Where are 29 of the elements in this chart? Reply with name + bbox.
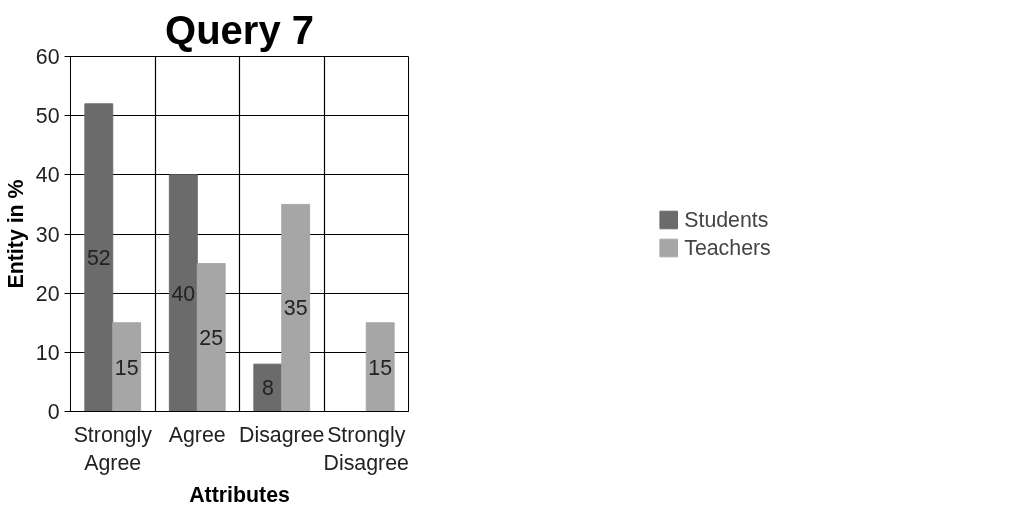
data-label: 52 (86, 246, 111, 271)
y-tick-label: 10 (35, 340, 60, 365)
bar (168, 174, 198, 412)
bar (112, 322, 142, 412)
data-label: 15 (114, 355, 139, 380)
y-tick-label: 60 (35, 45, 60, 69)
bar (84, 103, 114, 412)
data-label: 15 (368, 355, 393, 380)
data-label: 8 (261, 376, 274, 401)
legend-label: Teachers (684, 235, 771, 260)
x-tick-label: Strongly Agree (73, 422, 153, 476)
data-label: 25 (199, 326, 224, 351)
data-label: 40 (171, 281, 196, 306)
x-tick-label: Disagree (239, 422, 325, 447)
bar (281, 203, 311, 412)
x-tick-label: Agree (168, 422, 226, 447)
y-tick-label: 20 (35, 281, 60, 306)
y-tick-label: 50 (35, 104, 60, 129)
x-tick-label: Strongly Disagree (323, 422, 409, 476)
legend-label: Students (684, 207, 769, 232)
chart-title: Query 7 (165, 7, 314, 52)
y-axis-title: Entity in % (3, 179, 28, 289)
bar (196, 263, 226, 412)
data-label: 35 (283, 296, 308, 321)
y-tick-label: 40 (35, 163, 60, 188)
y-tick-label: 30 (35, 222, 60, 247)
x-axis-title: Attributes (189, 483, 290, 508)
y-tick-label: 0 (47, 400, 60, 424)
bar (365, 322, 395, 412)
